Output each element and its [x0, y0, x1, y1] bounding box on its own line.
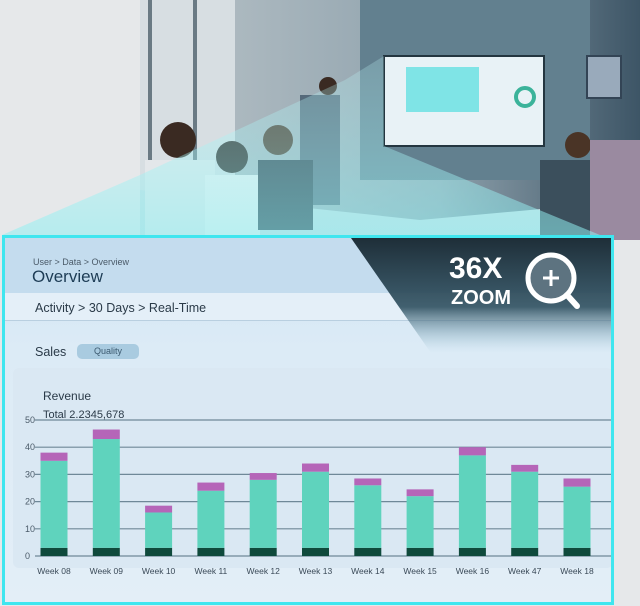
- bar-segment: [511, 547, 539, 556]
- bar-segment: [145, 505, 173, 513]
- bar-segment: [563, 478, 591, 487]
- zoom-badge: 36X ZOOM: [351, 238, 611, 353]
- x-tick-label: Week 12: [247, 566, 281, 576]
- x-tick-label: Week 18: [560, 566, 594, 576]
- zoom-in-magnifier-icon: [525, 252, 580, 309]
- bar-segment: [406, 547, 434, 556]
- zoom-magnification: 36X: [449, 252, 502, 285]
- bar-segment: [197, 482, 225, 491]
- y-tick-label: 10: [25, 524, 35, 534]
- bar-segment: [249, 473, 277, 480]
- tab-quality[interactable]: Quality: [77, 344, 139, 359]
- bar-segment: [302, 463, 329, 472]
- bar-segment: [92, 439, 120, 548]
- filter-breadcrumb[interactable]: Activity > 30 Days > Real-Time: [35, 301, 207, 315]
- chart-subtitle: Total 2.2345,678: [43, 409, 124, 421]
- x-tick-label: Week 16: [456, 566, 490, 576]
- x-tick-label: Week 09: [90, 566, 124, 576]
- zoom-label: ZOOM: [451, 287, 511, 309]
- x-tick-label: Week 47: [508, 566, 542, 576]
- bar-segment: [458, 547, 486, 556]
- bar-segment: [458, 455, 486, 548]
- bar-segment: [511, 471, 539, 548]
- bar-segment: [354, 547, 382, 556]
- bar-segment: [249, 479, 277, 548]
- bar-segment: [197, 547, 225, 556]
- bar-segment: [40, 547, 68, 556]
- bar-segment: [302, 471, 329, 548]
- bar-segment: [302, 547, 329, 556]
- bar-segment: [406, 496, 434, 548]
- x-tick-label: Week 08: [37, 566, 71, 576]
- bar-segment: [40, 460, 68, 548]
- x-tick-label: Week 13: [299, 566, 333, 576]
- revenue-chart: Revenue Total 2.2345,678 0 10 20 30 40 50 Week…: [25, 389, 611, 576]
- page-title: Overview: [32, 267, 103, 286]
- bar-segment: [92, 429, 120, 440]
- bar-segment: [563, 486, 591, 548]
- y-tick-label: 50: [25, 415, 35, 425]
- breadcrumb[interactable]: User > Data > Overview: [33, 257, 130, 267]
- tab-sales[interactable]: Sales: [35, 345, 67, 359]
- bar-segment: [354, 485, 382, 548]
- zoomed-dashboard-panel: 36X ZOOM User > Data > Overview Overview…: [2, 235, 614, 605]
- bar-segment: [511, 464, 539, 472]
- bar-segment: [249, 547, 277, 556]
- bar-segment: [92, 547, 120, 556]
- y-tick-label: 40: [25, 442, 35, 452]
- bar-segment: [354, 478, 382, 486]
- bar-segment: [197, 490, 225, 548]
- y-tick-label: 0: [25, 551, 30, 561]
- y-tick-label: 20: [25, 497, 35, 507]
- x-tick-label: Week 15: [403, 566, 437, 576]
- x-tick-label: Week 10: [142, 566, 176, 576]
- bar-segment: [406, 489, 434, 497]
- chart-title: Revenue: [43, 389, 91, 403]
- bar-segment: [145, 547, 173, 556]
- bar-segment: [145, 512, 173, 548]
- y-tick-label: 30: [25, 469, 35, 479]
- bar-segment: [563, 547, 591, 556]
- bar-segment: [458, 447, 486, 456]
- x-tick-label: Week 14: [351, 566, 385, 576]
- x-tick-label: Week 11: [195, 566, 228, 576]
- bar-segment: [40, 452, 68, 461]
